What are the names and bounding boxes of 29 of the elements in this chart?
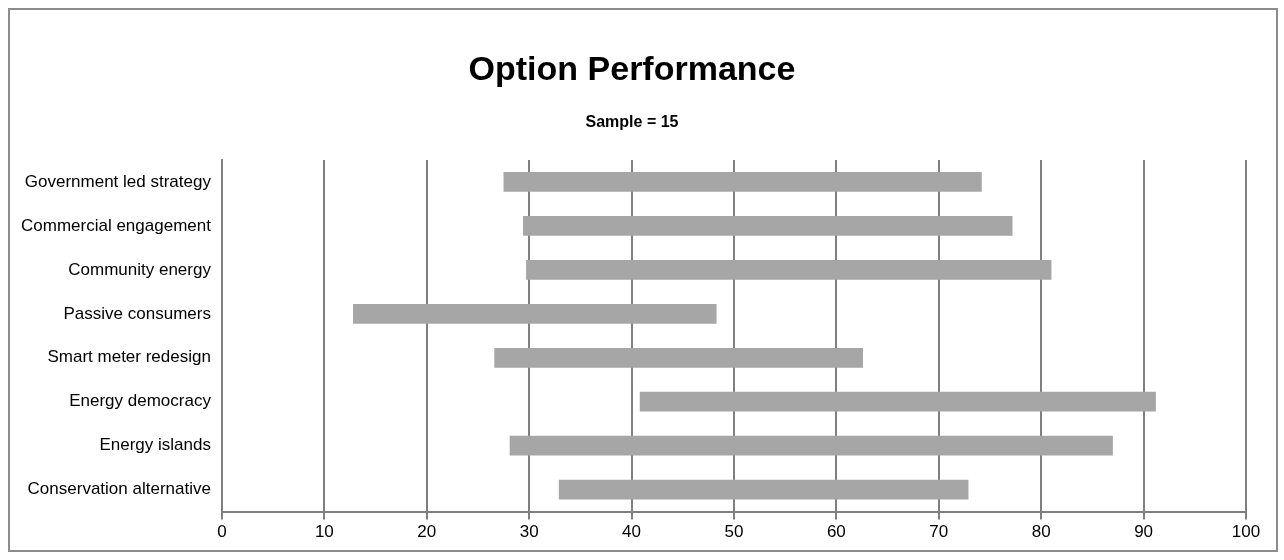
x-tick-label: 0: [217, 522, 227, 542]
y-tick-label: Commercial engagement: [21, 215, 212, 235]
x-tick-label: 10: [314, 522, 334, 542]
x-tick-label: 40: [622, 522, 642, 542]
bar: [503, 172, 982, 192]
x-tick-label: 90: [1134, 522, 1154, 542]
x-tick-label: 80: [1031, 522, 1051, 542]
y-tick-label: Energy democracy: [69, 391, 212, 411]
y-tick-label: Passive consumers: [63, 303, 211, 323]
bar: [526, 259, 1052, 280]
chart-title: Option Performance: [468, 48, 796, 87]
chart-subtitle: Sample = 15: [585, 112, 679, 130]
x-tick-label: 30: [519, 522, 539, 542]
y-tick-label: Smart meter redesign: [47, 347, 211, 367]
x-tick-label: 70: [929, 522, 949, 542]
x-tick-label: 50: [724, 522, 744, 542]
x-tick-label: 100: [1231, 522, 1261, 542]
bar: [494, 347, 863, 368]
bar: [639, 391, 1156, 412]
y-tick-label: Government led strategy: [24, 171, 212, 191]
y-tick-label: Community energy: [68, 259, 212, 279]
x-tick-label: 20: [417, 522, 437, 542]
y-tick-label: Conservation alternative: [27, 479, 211, 499]
bar: [523, 216, 1013, 236]
bar: [558, 479, 969, 500]
y-tick-label: Energy islands: [99, 435, 211, 455]
bar: [353, 303, 717, 324]
bar: [509, 435, 1113, 456]
x-tick-label: 60: [826, 522, 846, 542]
